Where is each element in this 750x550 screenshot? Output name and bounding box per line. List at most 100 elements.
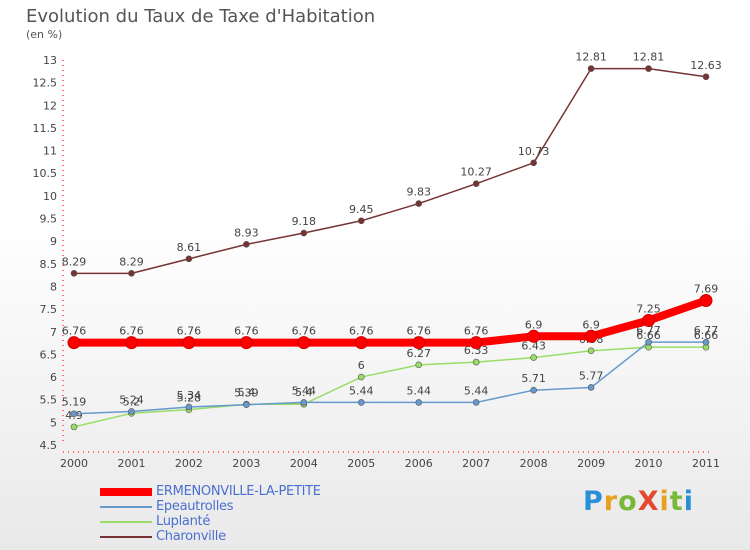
y-tick-label: 6.5	[40, 348, 58, 361]
data-point-2-0	[70, 423, 78, 431]
data-label-2-4: 5.4	[295, 386, 313, 399]
y-tick-label: 8	[50, 280, 57, 293]
data-point-0-3	[239, 336, 253, 350]
data-label-0-3: 6.76	[234, 325, 259, 338]
data-label-1-8: 5.71	[521, 372, 546, 385]
chart-subtitle: (en %)	[26, 28, 63, 41]
data-point-1-3	[243, 401, 250, 408]
y-tick-label: 4.5	[40, 439, 58, 452]
data-label-0-6: 6.76	[406, 325, 431, 338]
data-label-2-6: 6.27	[406, 347, 431, 360]
data-label-2-3: 5.4	[238, 386, 256, 399]
x-tick-label: 2001	[117, 457, 145, 470]
data-point-1-8	[530, 386, 537, 394]
data-point-1-0	[70, 410, 78, 418]
data-label-3-1: 8.29	[119, 255, 144, 268]
data-label-3-3: 8.93	[234, 226, 259, 239]
data-label-3-11: 12.63	[690, 59, 722, 72]
data-point-1-2	[185, 403, 193, 411]
data-point-1-5	[357, 399, 365, 406]
data-point-1-7	[472, 399, 480, 406]
y-tick-label: 10.5	[33, 167, 58, 180]
data-point-2-5	[357, 373, 365, 381]
data-point-3-9	[587, 65, 595, 72]
y-tick-label: 10	[43, 190, 57, 203]
data-label-3-6: 9.83	[406, 186, 431, 199]
y-tick-label: 12	[43, 99, 57, 112]
x-tick-label: 2005	[347, 457, 375, 470]
data-label-0-0: 6.76	[62, 325, 87, 338]
data-label-3-10: 12.81	[633, 51, 665, 64]
legend-item-charonville: Charonville	[100, 529, 321, 544]
data-label-2-10: 6.66	[636, 329, 661, 342]
data-point-3-1	[128, 270, 135, 277]
data-point-3-10	[645, 65, 652, 72]
y-tick-label: 11	[43, 145, 57, 158]
legend-swatch-charonville	[100, 535, 152, 538]
data-point-0-4	[297, 336, 311, 350]
data-point-0-1	[124, 336, 138, 350]
y-tick-label: 9.5	[40, 213, 58, 226]
series-line-2	[73, 346, 706, 428]
x-tick-label: 2000	[60, 457, 88, 470]
data-label-1-9: 5.77	[579, 369, 604, 382]
data-point-0-7	[469, 336, 483, 350]
legend-label-epeautrolles: Epeautrolles	[156, 499, 234, 514]
data-point-2-7	[472, 358, 480, 366]
data-point-0-0	[67, 336, 81, 350]
legend-swatch-ermenonville	[100, 487, 152, 496]
data-point-3-7	[472, 180, 480, 187]
y-tick-label: 5.5	[40, 394, 58, 407]
data-label-0-7: 6.76	[464, 325, 489, 338]
data-point-0-6	[412, 336, 426, 350]
data-label-1-6: 5.44	[406, 384, 431, 397]
data-label-0-2: 6.76	[177, 325, 202, 338]
data-label-0-8: 6.9	[525, 318, 543, 331]
data-point-0-11	[699, 294, 713, 308]
legend-label-charonville: Charonville	[156, 529, 226, 544]
data-label-1-1: 5.24	[119, 393, 144, 406]
data-point-0-8	[527, 329, 541, 343]
x-tick-label: 2004	[290, 457, 318, 470]
data-label-3-4: 9.18	[292, 215, 317, 228]
data-label-3-7: 10.27	[460, 166, 492, 179]
data-label-3-5: 9.45	[349, 203, 374, 216]
data-label-1-5: 5.44	[349, 384, 374, 397]
data-point-3-0	[70, 270, 78, 277]
legend-item-epeautrolles: Epeautrolles	[100, 499, 321, 514]
data-point-3-6	[415, 200, 423, 207]
x-tick-label: 2008	[520, 457, 548, 470]
data-point-1-10	[645, 338, 652, 346]
proxiti-logo: ProXiti	[583, 486, 694, 517]
data-point-3-4	[300, 229, 308, 237]
y-tick-label: 11.5	[33, 122, 58, 135]
data-point-3-8	[530, 159, 537, 167]
data-label-2-11: 6.66	[694, 329, 719, 342]
data-label-0-4: 6.76	[292, 325, 317, 338]
legend-label-luplante: Luplanté	[156, 514, 211, 529]
data-point-1-6	[415, 399, 423, 406]
x-tick-label: 2010	[635, 457, 663, 470]
data-label-1-10: 6.77	[636, 324, 661, 337]
data-point-3-11	[702, 73, 710, 81]
y-tick-label: 8.5	[40, 258, 58, 271]
data-label-1-11: 6.77	[694, 324, 719, 337]
legend-item-ermenonville: ERMENONVILLE-LA-PETITE	[100, 484, 321, 499]
data-point-3-3	[243, 241, 250, 248]
data-label-3-9: 12.81	[575, 51, 607, 64]
x-tick-label: 2009	[577, 457, 605, 470]
legend-swatch-luplante	[100, 520, 152, 523]
data-point-3-2	[185, 255, 193, 263]
data-label-1-3: 5.39	[234, 387, 259, 400]
x-tick-label: 2003	[232, 457, 260, 470]
data-label-2-7: 6.33	[464, 344, 489, 357]
data-point-1-4	[300, 399, 308, 406]
legend-label-ermenonville: ERMENONVILLE-LA-PETITE	[156, 484, 321, 499]
y-tick-label: 7	[50, 326, 57, 339]
y-tick-label: 6	[50, 371, 57, 384]
series-line-1	[73, 341, 706, 415]
data-label-1-0: 5.19	[62, 396, 87, 409]
data-label-2-1: 5.2	[123, 395, 141, 408]
